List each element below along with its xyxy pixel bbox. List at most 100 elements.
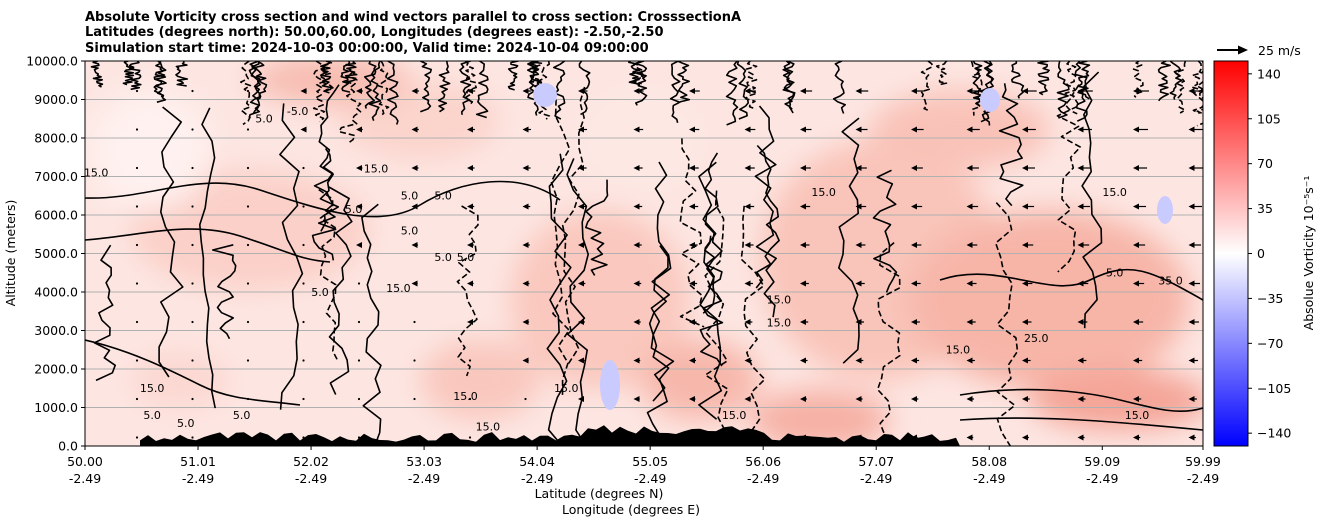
contour-label-16: 15.0: [767, 294, 792, 307]
wind-vector-20: [246, 89, 250, 93]
contour-line-54: [128, 61, 142, 91]
contour-label-17: 15.0: [811, 186, 836, 199]
wind-vector-6: [135, 320, 139, 324]
wind-vector-head-138: [855, 357, 862, 364]
wind-vector-head-67: [467, 319, 473, 325]
wind-vector-head-192: [1188, 126, 1195, 133]
y-axis: 0.0 1000.0 2000.0 3000.0 4000.0 5000.0 6000.0 7…: [26, 54, 85, 454]
wind-vector-head-127: [800, 319, 806, 325]
wind-vector-head-78: [522, 357, 529, 364]
wind-vector-head-121: [800, 88, 806, 94]
wind-vector-head-178: [1077, 357, 1084, 364]
wind-vector-head-153: [966, 165, 973, 171]
wind-vector-head-42: [356, 126, 362, 133]
x-tick-label-lon-8: -2.49: [973, 471, 1005, 486]
wind-vector-head-141: [911, 88, 917, 94]
contour-line-50: [1064, 61, 1078, 115]
wind-vector-head-195: [1188, 242, 1195, 248]
wind-vector-head-41: [356, 88, 362, 94]
wind-vector-head-145: [911, 242, 917, 248]
wind-vector-head-102: [689, 126, 695, 133]
wind-vector-head-165: [1022, 242, 1028, 248]
contour-line-27: [998, 83, 1024, 207]
contour-line-66: [386, 61, 399, 125]
wind-vector-head-190: [1133, 434, 1139, 441]
vorticity-shade-11: [130, 350, 230, 410]
contour-line-33: [1081, 71, 1103, 329]
contour-line-83: [1037, 61, 1050, 96]
x-tick-label-lat-8: 58.08: [971, 454, 1007, 469]
contour-label-2: 5.0: [434, 190, 452, 203]
wind-vector-16: [191, 320, 194, 324]
wind-vector-head-81: [578, 88, 584, 94]
contour-line-14: [279, 103, 304, 410]
y-tick-label-7: 7000.0: [34, 169, 78, 184]
contour-line-32: [704, 190, 729, 446]
colorbar-tick-label-0: −140: [1257, 426, 1291, 441]
contour-label-23: 35.0: [1158, 274, 1183, 287]
vorticity-shade-13: [90, 90, 210, 210]
wind-vector-head-193: [1188, 165, 1195, 171]
contour-line-0: [93, 244, 116, 382]
x-tick-label-lon-9: -2.49: [1086, 471, 1118, 486]
wind-vector-head-71: [522, 88, 529, 94]
wind-vector-head-53: [411, 165, 418, 171]
chart-title-line-1: Absolute Vorticity cross section and win…: [85, 10, 741, 25]
wind-vector-head-163: [1022, 165, 1028, 171]
wind-vector-head-168: [1022, 357, 1028, 364]
wind-vector-head-133: [855, 165, 862, 171]
wind-vector-head-101: [689, 88, 695, 94]
wind-vector-head-136: [855, 280, 862, 287]
wind-vector-18: [191, 397, 194, 401]
terrain: [140, 425, 960, 446]
y-tick-label-9: 9000.0: [34, 92, 78, 107]
vorticity-shade-2: [510, 210, 690, 390]
contour-line-42: [832, 61, 846, 114]
wind-vector-47: [357, 359, 361, 362]
wind-vector-0: [135, 89, 139, 93]
wind-vector-head-182: [1133, 126, 1139, 133]
contour-line-21: [702, 152, 723, 314]
wind-vector-head-63: [467, 165, 473, 171]
contour-label-5: 5.0: [434, 251, 452, 264]
wind-vector-head-155: [966, 242, 973, 248]
contour-line-51: [744, 61, 758, 111]
contour-label-11: 15.0: [386, 282, 411, 295]
wind-vector-38: [302, 397, 305, 401]
contour-line-5: [1056, 84, 1082, 273]
vorticity-shade-10: [420, 340, 540, 420]
x-tick-label-lat-4: 54.04: [519, 454, 555, 469]
wind-vector-head-52: [411, 126, 418, 133]
wind-vector-head-56: [411, 280, 418, 287]
wind-vector-head-173: [1077, 165, 1084, 171]
wind-vector-head-144: [911, 203, 917, 210]
contour-line-43: [527, 61, 539, 116]
x-tick-label-lat-1: 51.01: [180, 454, 216, 469]
wind-vector-head-137: [855, 319, 862, 325]
wind-vector-7: [135, 359, 139, 362]
wind-vector-head-99: [633, 396, 640, 402]
wind-vector-head-95: [633, 242, 640, 248]
contour-line-96: [1056, 61, 1070, 119]
wind-vector-32: [302, 166, 305, 170]
wind-vector-19: [191, 436, 194, 439]
wind-vector-head-167: [1022, 319, 1028, 325]
wind-vector-48: [357, 397, 361, 401]
wind-vector-head-125: [800, 242, 806, 248]
wind-vector-head-184: [1133, 203, 1139, 210]
colorbar-tick-label-4: 0: [1257, 246, 1265, 261]
contour-line-4: [585, 179, 609, 276]
wind-vector-2: [135, 166, 139, 170]
wind-vector-9: [135, 436, 139, 439]
contour-label-20: 15.0: [1102, 186, 1127, 199]
contour-line-9: [740, 205, 766, 446]
contour-label-4: 5.0: [401, 224, 419, 237]
x-tick-label-lat-10: 59.99: [1185, 454, 1221, 469]
wind-vector-36: [302, 320, 305, 324]
colorbar-bar: [1213, 60, 1249, 447]
wind-vector-head-131: [855, 88, 862, 94]
contour-line-88: [980, 61, 994, 123]
wind-vector-head-84: [578, 203, 584, 210]
wind-vector-69: [468, 436, 472, 439]
contour-line-39: [939, 268, 1203, 301]
